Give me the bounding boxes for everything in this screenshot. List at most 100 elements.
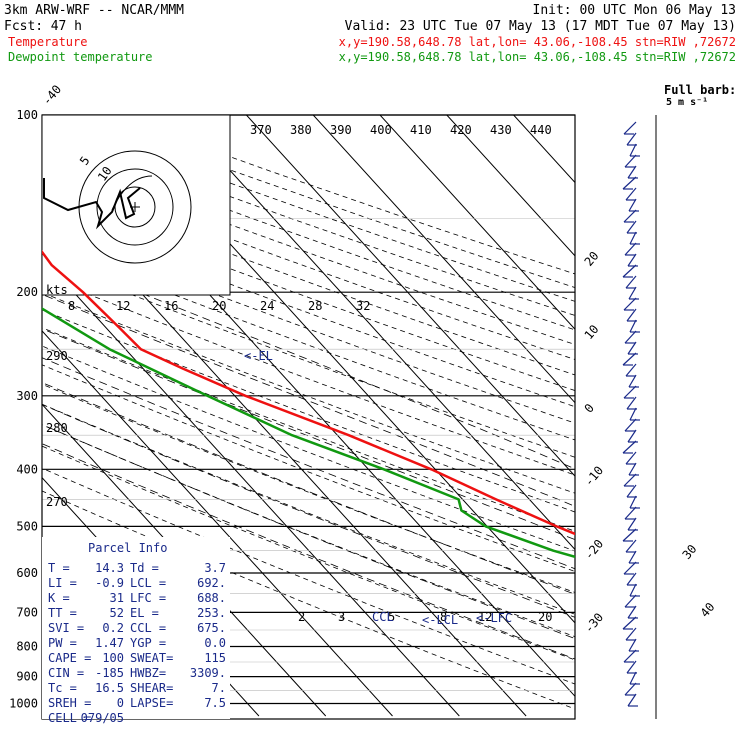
parcel-info-value: 0 (117, 696, 124, 710)
hodograph: 5 10 kts (41, 114, 231, 297)
dewpoint-profile (42, 307, 575, 559)
parcel-info-value: 7.5 (204, 696, 226, 710)
legend-temperature-info: x,y=190.58,648.78 lat,lon= 43.06,-108.45… (339, 35, 736, 49)
isotherm-line (312, 115, 575, 404)
parcel-info-value: 100 (102, 651, 124, 665)
pressure-tick-label: 300 (16, 389, 38, 403)
theta-tick-label: 280 (46, 421, 68, 435)
dry-adiabat-line (42, 182, 575, 376)
dry-adiabat-line (42, 383, 575, 593)
mixing-ratio-label: 5 (388, 610, 395, 624)
hodograph-trace (43, 178, 141, 230)
theta-tick-label: 270 (46, 495, 68, 509)
wind-barb (624, 682, 637, 696)
parcel-info-label: LCL = (130, 576, 166, 590)
parcel-info-label: SVI = (48, 621, 84, 635)
wind-barb (627, 253, 637, 267)
mixing-ratio-line (708, 573, 740, 716)
hodograph-ring (96, 168, 174, 246)
isotherm-line (647, 115, 740, 716)
sounding-annotation: <-EL (244, 349, 273, 363)
isotherm-tick-label: 20 (582, 249, 602, 269)
wind-barb (622, 176, 637, 190)
theta-tick-label: 430 (490, 123, 512, 137)
wind-barb (627, 517, 637, 531)
wind-barb (627, 605, 637, 619)
wind-barb (624, 506, 637, 520)
wind-barb (623, 121, 637, 135)
legend-dewpoint-name: Dewpoint temperature (8, 50, 153, 64)
mixing-ratio-line (664, 573, 740, 716)
parcel-info-label: PW = (48, 636, 77, 650)
parcel-info-label: LI = (48, 576, 77, 590)
wind-barb (626, 572, 637, 586)
wind-barb (629, 143, 637, 157)
wind-barb (622, 616, 637, 630)
parcel-info-value: 675. (197, 621, 226, 635)
isotherm-line (446, 115, 575, 257)
wind-barb (629, 407, 637, 421)
storm-motion-arc (111, 175, 153, 211)
wind-barb (623, 385, 637, 399)
wind-barb (624, 242, 637, 256)
dry-adiabat-line (42, 403, 575, 615)
parcel-info-label: Td = (130, 561, 159, 575)
parcel-info-value: 14.3 (95, 561, 124, 575)
isotherm-line (379, 115, 575, 331)
hodograph-speed-label: 8 (68, 299, 75, 313)
wind-barb (628, 286, 637, 300)
wind-barb (628, 462, 637, 476)
theta-tick-label: 370 (250, 123, 272, 137)
wind-barb (624, 154, 637, 168)
wind-barb (627, 429, 637, 443)
legend-temperature-name: Temperature (8, 35, 87, 49)
mixing-ratio-label: 20 (538, 610, 552, 624)
parcel-info-label: LFC = (130, 591, 166, 605)
theta-tick-label: 400 (370, 123, 392, 137)
wind-barb (627, 341, 637, 355)
moist-adiabat-line (42, 382, 575, 595)
hodograph-speed-label: 20 (212, 299, 226, 313)
dry-adiabat-line (42, 345, 575, 552)
parcel-info-label: LAPSE= (130, 696, 173, 710)
isotherm-tick-label: -40 (40, 82, 65, 108)
wind-barb (623, 649, 637, 663)
legend-dewpoint-info: x,y=190.58,648.78 lat,lon= 43.06,-108.45… (339, 50, 736, 64)
wind-barb (624, 594, 637, 608)
parcel-info-label: CCL = (130, 621, 166, 635)
parcel-info-value: 688. (197, 591, 226, 605)
parcel-info-value: -185 (95, 666, 124, 680)
wind-barb-column: Full barb: 5 m s⁻¹ (622, 83, 736, 719)
dry-adiabat-line (42, 467, 575, 685)
wind-barb (626, 660, 637, 674)
init-time: Init: 00 UTC Mon 06 May 13 (533, 3, 737, 18)
theta-tick-label: 390 (330, 123, 352, 137)
valid-time: Valid: 23 UTC Tue 07 May 13 (17 MDT Tue … (345, 19, 736, 34)
wind-barb (622, 264, 637, 278)
parcel-info-label: SWEAT= (130, 651, 173, 665)
theta-tick-label: 410 (410, 123, 432, 137)
parcel-info-label: CELL = (48, 711, 91, 725)
parcel-info-value: 0.2 (102, 621, 124, 635)
hodograph-speed-label: 28 (308, 299, 322, 313)
moist-adiabat-line (42, 443, 575, 660)
parcel-info-panel: Parcel Info T = 14.3 Td = 3.7 LI = -0.9 LCL = 6… (42, 537, 230, 725)
mixing-ratio-line (630, 573, 740, 716)
theta-tick-label: 380 (290, 123, 312, 137)
wind-barb (622, 440, 637, 454)
barb-legend-title: Full barb: (664, 83, 736, 97)
model-title: 3km ARW-WRF -- NCAR/MMM (4, 3, 184, 18)
parcel-info-value: 079/05 (81, 711, 124, 725)
theta-tick-label: 420 (450, 123, 472, 137)
wind-barb (622, 528, 637, 542)
isotherm-line (179, 115, 575, 551)
isotherm-line (42, 330, 393, 717)
hodograph-speed-label: 32 (356, 299, 370, 313)
parcel-info-value: 1.47 (95, 636, 124, 650)
parcel-info-label: EL = (130, 606, 159, 620)
isotherm-tick-label: 30 (680, 542, 700, 562)
parcel-info-value: 253. (197, 606, 226, 620)
wind-barb (626, 484, 637, 498)
parcel-info-value: -0.9 (95, 576, 124, 590)
